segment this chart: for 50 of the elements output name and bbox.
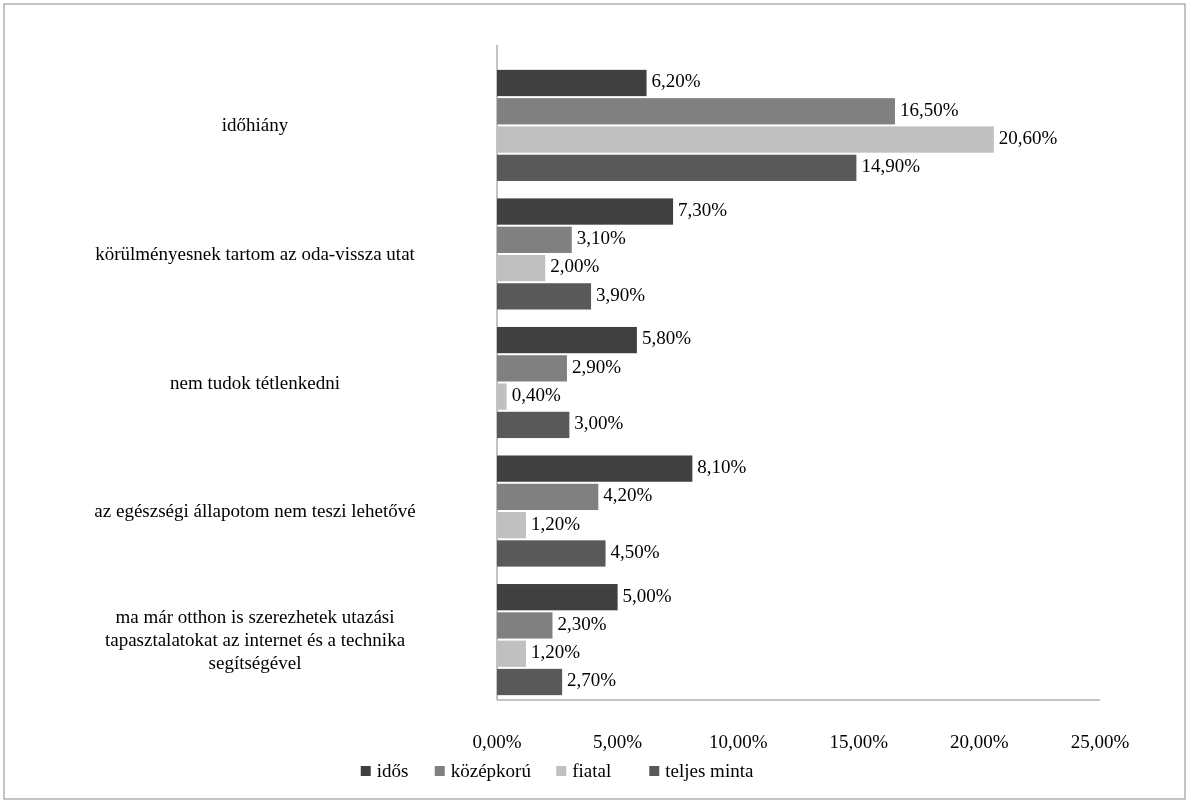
legend-label: fiatal bbox=[572, 760, 612, 781]
x-tick-label: 25,00% bbox=[1070, 731, 1130, 752]
data-label: 20,60% bbox=[998, 126, 1058, 148]
y-tick-label: időhiány bbox=[221, 114, 289, 136]
data-label: 16,50% bbox=[899, 98, 959, 120]
bar bbox=[497, 154, 857, 181]
data-label: 14,90% bbox=[861, 155, 921, 177]
bar bbox=[497, 455, 693, 482]
y-tick-label: nem tudok tétlenkedni bbox=[170, 371, 340, 393]
data-label: 2,90% bbox=[571, 355, 622, 377]
bar bbox=[497, 254, 546, 282]
data-label: 2,70% bbox=[567, 669, 617, 691]
data-label: 4,20% bbox=[603, 484, 653, 506]
bar bbox=[497, 383, 507, 410]
data-label: 5,00% bbox=[622, 584, 672, 606]
data-label: 1,20% bbox=[530, 512, 581, 534]
bar bbox=[497, 283, 592, 310]
bar bbox=[497, 512, 526, 539]
bar bbox=[497, 411, 570, 439]
y-tick-label: az egészségi állapotom nem teszi lehetővé bbox=[94, 500, 416, 522]
data-label: 3,00% bbox=[574, 412, 624, 434]
data-label: 2,30% bbox=[557, 612, 607, 634]
y-tick-label: körülményesnek tartom az oda-vissza utat bbox=[95, 242, 416, 264]
data-label: 6,20% bbox=[651, 70, 701, 92]
data-label: 5,80% bbox=[641, 327, 692, 349]
x-tick-label: 0,00% bbox=[472, 731, 522, 752]
x-tick-label: 20,00% bbox=[950, 731, 1009, 752]
data-label: 2,00% bbox=[550, 255, 600, 277]
data-label: 7,30% bbox=[678, 198, 728, 220]
bar bbox=[497, 668, 563, 696]
legend-label: idős bbox=[376, 760, 409, 781]
bar bbox=[497, 640, 526, 667]
bar bbox=[497, 540, 606, 567]
data-label: 8,10% bbox=[697, 455, 747, 477]
y-tick-label: ma már otthon is szerezhetek utazási tapasztalatokat az internet és a technika segítségével bbox=[104, 605, 406, 673]
bar bbox=[497, 584, 618, 611]
x-tick-label: 10,00% bbox=[708, 731, 768, 752]
bar bbox=[497, 198, 674, 225]
legend-label: középkorú bbox=[450, 760, 532, 781]
data-label: 4,50% bbox=[610, 540, 660, 562]
bar bbox=[497, 326, 637, 354]
bar bbox=[497, 69, 647, 97]
data-label: 3,10% bbox=[576, 227, 627, 249]
x-tick-label: 15,00% bbox=[829, 731, 889, 752]
data-label: 0,40% bbox=[511, 384, 561, 405]
legend-label: teljes minta bbox=[665, 760, 754, 781]
x-tick-label: 5,00% bbox=[593, 731, 643, 752]
bar bbox=[497, 126, 994, 153]
data-label: 3,90% bbox=[596, 283, 646, 305]
data-label: 1,20% bbox=[530, 641, 581, 663]
